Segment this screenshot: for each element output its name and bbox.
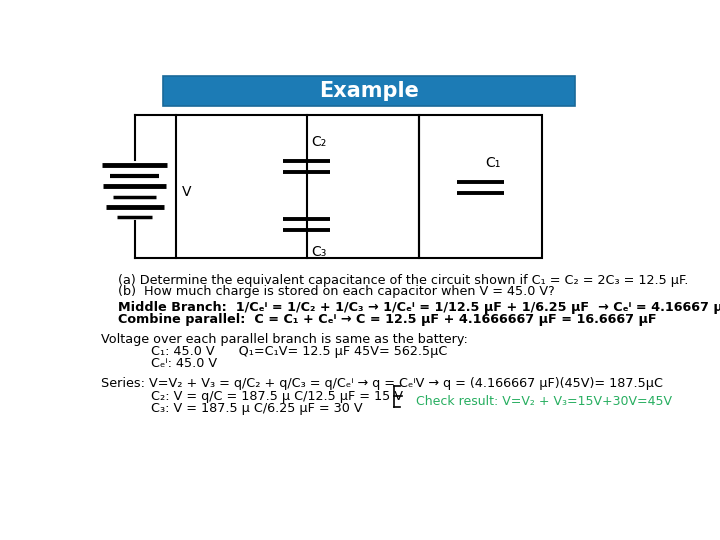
Text: Series: V=V₂ + V₃ = q/C₂ + q/C₃ = q/Cₑⁱ → q = CₑⁱV → q = (4.166667 μF)(45V)= 187: Series: V=V₂ + V₃ = q/C₂ + q/C₃ = q/Cₑⁱ … bbox=[101, 377, 663, 390]
Text: C₂: V = q/C = 187.5 μ C/12.5 μF = 15 V: C₂: V = q/C = 187.5 μ C/12.5 μF = 15 V bbox=[151, 390, 403, 403]
Text: Combine parallel:  C = C₁ + Cₑⁱ → C = 12.5 μF + 4.1666667 μF = 16.6667 μF: Combine parallel: C = C₁ + Cₑⁱ → C = 12.… bbox=[118, 313, 657, 326]
Text: Cₑⁱ: 45.0 V: Cₑⁱ: 45.0 V bbox=[151, 357, 217, 370]
Bar bbox=[163, 77, 575, 106]
Bar bbox=[176, 114, 419, 258]
Text: C₃: C₃ bbox=[311, 245, 326, 259]
Text: C₁: C₁ bbox=[485, 156, 500, 170]
Bar bbox=[419, 114, 542, 258]
Text: C₃: V = 187.5 μ C/6.25 μF = 30 V: C₃: V = 187.5 μ C/6.25 μF = 30 V bbox=[151, 402, 363, 415]
Text: C₁: 45.0 V      Q₁=C₁V= 12.5 μF 45V= 562.5μC: C₁: 45.0 V Q₁=C₁V= 12.5 μF 45V= 562.5μC bbox=[151, 346, 448, 359]
Text: C₂: C₂ bbox=[311, 135, 326, 149]
Text: Voltage over each parallel branch is same as the battery:: Voltage over each parallel branch is sam… bbox=[101, 333, 468, 346]
Text: (a) Determine the equivalent capacitance of the circuit shown if C₁ = C₂ = 2C₃ =: (a) Determine the equivalent capacitance… bbox=[118, 274, 688, 287]
Text: (b)  How much charge is stored on each capacitor when V = 45.0 V?: (b) How much charge is stored on each ca… bbox=[118, 285, 554, 298]
Text: V: V bbox=[182, 185, 192, 199]
Text: Example: Example bbox=[319, 82, 419, 102]
Text: Middle Branch:  1/Cₑⁱ = 1/C₂ + 1/C₃ → 1/Cₑⁱ = 1/12.5 μF + 1/6.25 μF  → Cₑⁱ = 4.1: Middle Branch: 1/Cₑⁱ = 1/C₂ + 1/C₃ → 1/C… bbox=[118, 301, 720, 314]
Text: Check result: V=V₂ + V₃=15V+30V=45V: Check result: V=V₂ + V₃=15V+30V=45V bbox=[416, 395, 672, 408]
